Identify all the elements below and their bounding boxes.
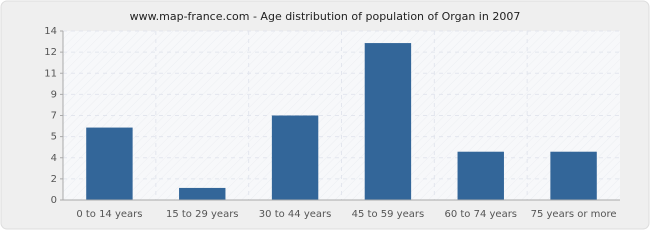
x-tick-label: 30 to 44 years bbox=[259, 209, 332, 220]
chart: www.map-france.com - Age distribution of… bbox=[0, 0, 650, 230]
x-tick-label: 45 to 59 years bbox=[352, 209, 425, 220]
y-tick-label: 0 bbox=[51, 195, 57, 206]
page: {"chart_data": {"type": "bar", "title": … bbox=[0, 0, 650, 230]
y-tick-label: 12 bbox=[44, 47, 57, 58]
bar bbox=[457, 151, 504, 200]
chart-title: www.map-france.com - Age distribution of… bbox=[130, 10, 521, 23]
y-tick-label: 14 bbox=[44, 26, 57, 37]
x-tick-label: 0 to 14 years bbox=[76, 209, 142, 220]
x-tick-label: 15 to 29 years bbox=[166, 209, 239, 220]
bar bbox=[271, 115, 319, 200]
y-tick-label: 5 bbox=[51, 132, 57, 143]
bar bbox=[550, 151, 597, 200]
x-tick-label: 60 to 74 years bbox=[444, 209, 517, 220]
y-tick-label: 7 bbox=[51, 111, 57, 122]
bar bbox=[364, 43, 412, 201]
bar bbox=[179, 187, 226, 200]
x-tick-label: 75 years or more bbox=[531, 209, 617, 220]
y-tick-label: 11 bbox=[44, 68, 57, 79]
y-tick-label: 9 bbox=[51, 89, 57, 100]
bar bbox=[86, 127, 133, 200]
y-tick-label: 4 bbox=[51, 153, 57, 164]
y-tick-label: 2 bbox=[51, 174, 57, 185]
